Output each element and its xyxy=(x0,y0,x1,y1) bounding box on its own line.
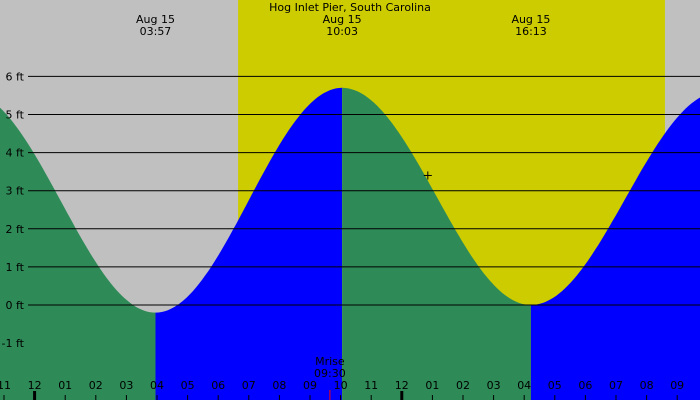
x-axis-labels: 11 12 01 02 03 04 05 06 07 08 09 10 11 12 01 02 03 04 05 06… xyxy=(0,379,684,392)
grid-lines xyxy=(28,75,700,306)
hour-tick-label: 12 xyxy=(395,379,409,392)
y-tick-label: -1 ft xyxy=(2,337,25,350)
y-tick-label: 3 ft xyxy=(6,185,25,198)
hour-tick-label: 07 xyxy=(242,379,256,392)
y-tick-label: 2 ft xyxy=(6,223,25,236)
tide-area xyxy=(0,87,700,400)
x-axis-ticks xyxy=(3,391,678,400)
hour-tick-label: 05 xyxy=(548,379,562,392)
rising-tide-segment xyxy=(530,97,700,400)
y-tick-label: 1 ft xyxy=(6,261,25,274)
hour-tick-label: 01 xyxy=(58,379,72,392)
extremum-time-label: 16:13 xyxy=(515,25,547,38)
hour-tick-label: 09 xyxy=(303,379,317,392)
hour-tick-label: 02 xyxy=(89,379,103,392)
hour-tick-label: 06 xyxy=(578,379,592,392)
chart-title: Hog Inlet Pier, South Carolina xyxy=(269,1,431,14)
moonrise-time-label: 09:30 xyxy=(314,367,346,380)
extremum-date-label: Aug 15 xyxy=(136,13,175,26)
extremum-time-label: 03:57 xyxy=(140,25,172,38)
y-tick-label: 4 ft xyxy=(6,147,25,160)
extremum-date-label: Aug 15 xyxy=(323,13,362,26)
hour-tick-label: 07 xyxy=(609,379,623,392)
hour-tick-label: 08 xyxy=(272,379,286,392)
hour-tick-label: 11 xyxy=(0,379,11,392)
hour-tick-label: 11 xyxy=(364,379,378,392)
hour-tick-label: 03 xyxy=(119,379,133,392)
hour-tick-label: 06 xyxy=(211,379,225,392)
hour-tick-label: 08 xyxy=(640,379,654,392)
hour-tick-label: 01 xyxy=(425,379,439,392)
y-axis-labels: -1 ft 0 ft 1 ft 2 ft 3 ft 4 ft 5 ft 6 ft xyxy=(2,70,25,350)
falling-tide-segment xyxy=(0,107,156,400)
y-tick-label: 5 ft xyxy=(6,109,25,122)
falling-tide-segment xyxy=(342,87,531,400)
hour-tick-label: 09 xyxy=(670,379,684,392)
extremum-date-label: Aug 15 xyxy=(511,13,550,26)
rising-tide-segment xyxy=(155,87,343,400)
hour-tick-label: 03 xyxy=(487,379,501,392)
extremum-time-label: 10:03 xyxy=(326,25,358,38)
hour-tick-label: 10 xyxy=(334,379,348,392)
y-tick-label: 6 ft xyxy=(6,70,25,83)
hour-tick-label: 12 xyxy=(28,379,42,392)
moonrise-label: Mrise xyxy=(315,355,345,368)
hour-tick-label: 05 xyxy=(181,379,195,392)
hour-tick-label: 04 xyxy=(150,379,164,392)
crosshair-cursor xyxy=(423,171,432,180)
y-tick-label: 0 ft xyxy=(6,299,25,312)
hour-tick-label: 02 xyxy=(456,379,470,392)
hour-tick-label: 04 xyxy=(517,379,531,392)
